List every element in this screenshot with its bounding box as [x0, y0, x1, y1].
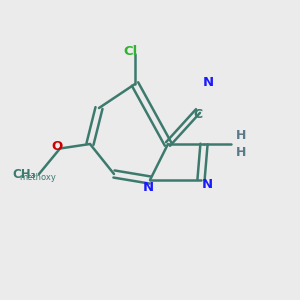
- Text: O: O: [51, 140, 63, 154]
- Text: CH₃: CH₃: [12, 167, 36, 181]
- Text: C: C: [194, 107, 202, 121]
- Text: methoxy: methoxy: [19, 172, 56, 182]
- Text: N: N: [203, 76, 214, 89]
- Text: N: N: [143, 181, 154, 194]
- Text: H: H: [236, 146, 247, 159]
- Text: N: N: [201, 178, 213, 191]
- Text: Cl: Cl: [123, 44, 138, 58]
- Text: H: H: [236, 129, 247, 142]
